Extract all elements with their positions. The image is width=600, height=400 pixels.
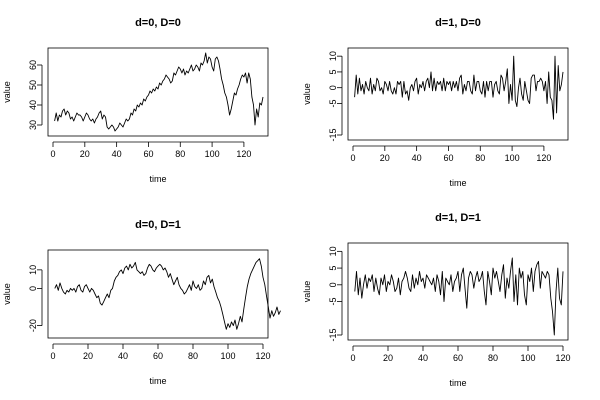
x-tick-label: 60 [153, 351, 163, 361]
y-tick-label: -5 [328, 298, 338, 306]
x-tick-label: 100 [505, 153, 520, 163]
x-tick-label: 0 [50, 351, 55, 361]
y-tick-label: -15 [328, 128, 338, 141]
x-tick-label: 60 [443, 153, 453, 163]
y-tick-label: 0 [28, 286, 38, 291]
y-tick-label: 10 [328, 51, 338, 61]
x-tick-label: 60 [143, 149, 153, 159]
y-tick-label: 0 [328, 282, 338, 287]
y-tick-label: 50 [28, 80, 38, 90]
y-tick-label: -15 [328, 328, 338, 341]
chart-panel-4: d=1, D=1 time value 0 20 40 60 80 100 120 -15 -5 0 5 1… [302, 212, 571, 388]
x-tick-label: 40 [118, 351, 128, 361]
x-tick-label: 80 [188, 351, 198, 361]
y-axis-label: value [302, 83, 312, 105]
x-tick-label: 0 [50, 149, 55, 159]
series-line-1 [354, 257, 564, 336]
y-axis-label: value [2, 81, 12, 103]
y-tick-label: 30 [28, 120, 38, 130]
y-tick-label: 60 [28, 60, 38, 70]
y-tick-label: 5 [328, 69, 338, 74]
x-tick-label: 0 [350, 153, 355, 163]
chart-title: d=0, D=1 [135, 219, 181, 231]
x-axis-label: time [449, 178, 466, 188]
y-tick-label: 5 [328, 266, 338, 271]
x-tick-label: 40 [112, 149, 122, 159]
x-axis-label: time [149, 174, 166, 184]
y-tick-label: 10 [328, 246, 338, 256]
x-tick-label: 20 [380, 153, 390, 163]
y-axis-label: value [302, 281, 312, 303]
chart-panel-2: d=1, D=0 time value 0 20 40 60 80 100 120 -15 -5 0 5 1… [302, 17, 569, 188]
x-tick-label: 100 [520, 353, 535, 363]
chart-panel-1: d=0, D=0 time value 0 20 40 60 80 100 120 30 40 50 60 [2, 17, 269, 184]
x-tick-label: 120 [236, 149, 251, 159]
x-tick-label: 20 [83, 351, 93, 361]
chart-title: d=1, D=0 [435, 17, 481, 29]
x-tick-label: 100 [205, 149, 220, 159]
x-tick-label: 80 [175, 149, 185, 159]
x-axis-label: time [449, 378, 466, 388]
x-tick-label: 120 [255, 351, 270, 361]
x-tick-label: 20 [383, 353, 393, 363]
y-tick-label: -5 [328, 99, 338, 107]
plot-frame [347, 47, 569, 141]
series-line-1 [354, 55, 564, 120]
y-tick-label: 0 [328, 85, 338, 90]
y-axis-label: value [2, 283, 12, 305]
chart-panel-3: d=0, D=1 time value 0 20 40 60 80 100 120 -20 0 10 [2, 219, 281, 386]
plot-frame [47, 249, 269, 339]
chart-title: d=0, D=0 [135, 17, 181, 29]
x-tick-label: 100 [220, 351, 235, 361]
y-tick-label: 10 [28, 265, 38, 275]
plot-frame [47, 47, 269, 137]
y-tick-label: -20 [28, 319, 38, 332]
y-tick-label: 40 [28, 100, 38, 110]
chart-title: d=1, D=1 [435, 212, 481, 224]
x-tick-label: 40 [412, 153, 422, 163]
series-line-1 [54, 258, 281, 330]
x-tick-label: 120 [536, 153, 551, 163]
x-tick-label: 120 [555, 353, 570, 363]
series-line-1 [54, 52, 264, 132]
x-tick-label: 20 [80, 149, 90, 159]
x-tick-label: 80 [488, 353, 498, 363]
x-tick-label: 0 [350, 353, 355, 363]
x-axis-label: time [149, 376, 166, 386]
x-tick-label: 40 [418, 353, 428, 363]
plot-frame [347, 242, 569, 341]
x-tick-label: 80 [475, 153, 485, 163]
x-tick-label: 60 [453, 353, 463, 363]
